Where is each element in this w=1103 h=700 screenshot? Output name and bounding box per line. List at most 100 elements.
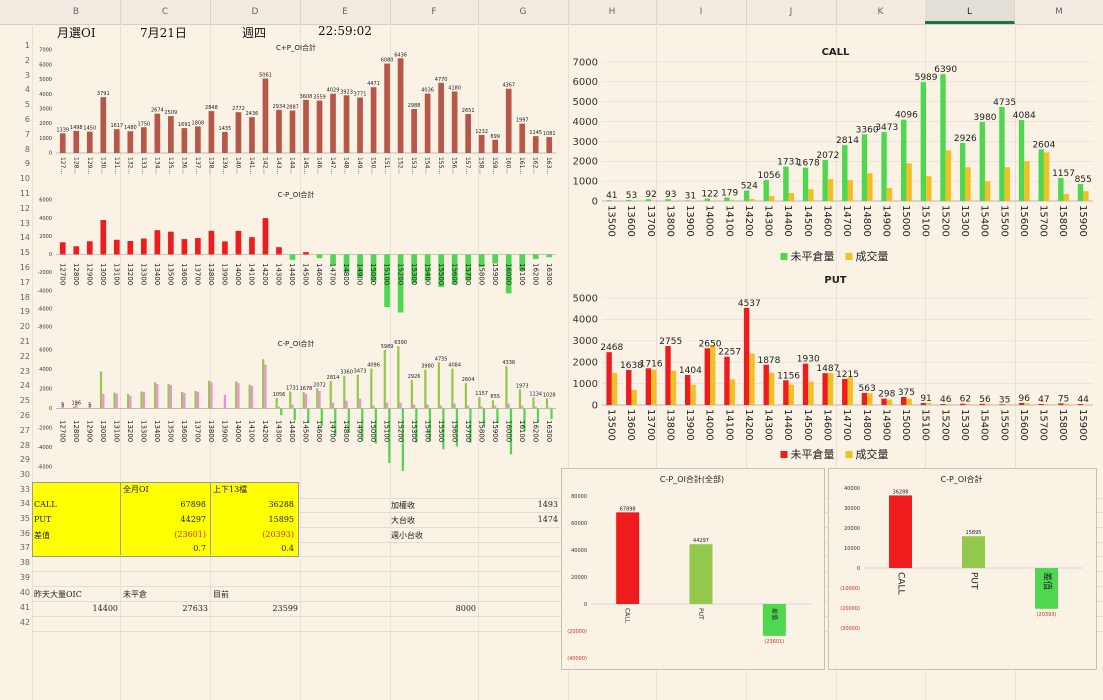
row-number-11[interactable]: 11 [19,189,30,198]
table-call-13[interactable]: 36288 [268,500,294,509]
row-number-15[interactable]: 15 [19,248,30,258]
row-number-23[interactable]: 23 [19,366,30,376]
column-header-E[interactable]: E [300,0,391,24]
table-ratio-13[interactable]: 0.4 [281,544,294,553]
table-call-all[interactable]: 67898 [180,500,206,509]
row-number-2[interactable]: 2 [24,55,30,65]
bar-未平倉量-14000 [704,198,711,201]
row-number-21[interactable]: 21 [19,337,30,346]
row-number-36[interactable]: 36 [19,529,30,538]
x-tick-label: 159... [491,157,498,174]
column-header-I[interactable]: I [656,0,747,24]
row-number-20[interactable]: 20 [19,322,30,332]
row-number-30[interactable]: 30 [19,470,30,480]
row-number-38[interactable]: 38 [19,558,30,567]
side-label-weekly[interactable]: 週小台收 [391,531,423,540]
header-cell-mode[interactable]: 月選OI [57,26,96,40]
row-number-22[interactable]: 22 [19,351,30,361]
row41-value-d[interactable]: 8000 [455,604,476,613]
row-number-34[interactable]: 34 [19,499,30,508]
bar-CALL-13000 [99,371,103,409]
bar-value-147... [330,93,336,153]
column-header-M[interactable]: M [1015,0,1103,24]
row-number-26[interactable]: 26 [19,411,30,420]
side-label-index[interactable]: 加權收 [391,501,415,510]
y-tick-label: 1000 [39,136,52,142]
x-tick-label: 146... [316,157,323,174]
column-header-G[interactable]: G [478,0,569,24]
row-number-14[interactable]: 14 [19,233,30,243]
data-label: 3559 [313,95,326,101]
table-put-all[interactable]: 44297 [180,515,206,524]
row-number-33[interactable]: 33 [19,485,30,494]
column-header-D[interactable]: D [210,0,301,24]
table-label-call[interactable]: CALL [34,500,57,509]
data-label: 1498 [70,125,83,131]
row-number-5[interactable]: 5 [24,100,30,110]
row41-value-a[interactable]: 14400 [92,604,118,613]
x-tick-label: 13800 [207,263,215,285]
row-number-25[interactable]: 25 [19,396,30,406]
side-label-tx[interactable]: 大台收 [391,516,415,525]
header-cell-time[interactable]: 22:59:02 [318,24,372,38]
table-ratio-all[interactable]: 0.7 [193,544,206,553]
row-number-18[interactable]: 18 [19,292,30,302]
row-number-9[interactable]: 9 [24,159,30,169]
side-value-tx[interactable]: 1474 [537,515,558,524]
header-cell-date[interactable]: 7月21日 [140,26,187,40]
column-header-F[interactable]: F [390,0,479,24]
row-number-7[interactable]: 7 [24,129,30,139]
row-number-6[interactable]: 6 [24,115,30,124]
header-cell-weekday[interactable]: 週四 [242,26,267,40]
y-tick-label: 0 [584,602,587,608]
row40-label-b[interactable]: 未平倉 [123,590,147,599]
row-number-41[interactable]: 41 [19,603,30,612]
row-number-4[interactable]: 4 [24,85,30,95]
row-number-29[interactable]: 29 [19,455,30,465]
row-number-28[interactable]: 28 [19,440,30,450]
column-header-H[interactable]: H [568,0,657,24]
table-label-put[interactable]: PUT [34,515,52,524]
y-tick-label: 20000 [571,575,587,581]
data-label: 6390 [394,340,407,346]
row-number-3[interactable]: 3 [24,70,30,80]
column-header-B[interactable]: B [32,0,121,24]
table-diff-13[interactable]: (20393) [262,530,294,539]
column-header-J[interactable]: J [746,0,837,24]
row-number-17[interactable]: 17 [19,277,30,287]
row41-value-b[interactable]: 27633 [182,604,208,613]
row-number-24[interactable]: 24 [19,381,30,391]
column-header-K[interactable]: K [836,0,926,24]
table-diff-all[interactable]: (23601) [174,530,206,539]
row-number-8[interactable]: 8 [24,144,30,154]
row-number-13[interactable]: 13 [19,218,30,228]
row-number-35[interactable]: 35 [19,514,30,523]
table-head-13[interactable]: 上下13檔 [213,485,248,494]
row-number-10[interactable]: 10 [19,174,30,184]
y-tick-label: (20000) [840,606,860,612]
row-number-1[interactable]: 1 [24,41,30,50]
row-number-39[interactable]: 39 [19,573,30,582]
row-number-27[interactable]: 27 [19,425,30,435]
row-number-37[interactable]: 37 [19,543,30,552]
x-tick-label: 14000 [234,420,242,442]
row41-value-c[interactable]: 23599 [272,604,298,613]
row-number-19[interactable]: 19 [19,307,30,317]
side-value-index[interactable]: 1493 [537,500,558,509]
bar-成交量-13500 [611,372,618,405]
column-header-C[interactable]: C [120,0,211,24]
row-number-40[interactable]: 40 [19,588,30,597]
row-number-42[interactable]: 42 [19,618,30,627]
row-number-12[interactable]: 12 [19,203,30,213]
row40-label-c[interactable]: 目前 [213,590,229,599]
table-head-all[interactable]: 全月OI [123,485,149,494]
bar-未平倉量-15700 [1038,403,1044,405]
x-tick-label: 14100 [248,420,256,442]
column-header-L[interactable]: L [925,0,1015,24]
row-number-16[interactable]: 16 [19,263,30,272]
table-put-13[interactable]: 15895 [268,515,294,524]
table-label-diff[interactable]: 差值 [34,531,50,540]
x-tick-label: 13900 [684,409,695,441]
data-label: 2509 [164,110,177,116]
row40-label-a[interactable]: 昨天大量OIC [34,590,82,599]
